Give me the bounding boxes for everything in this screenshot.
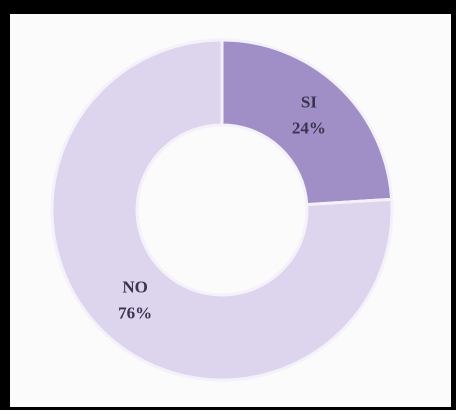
- slice-value: 24%: [292, 118, 326, 137]
- slice-name: NO: [122, 277, 148, 296]
- slice-name: SI: [301, 92, 317, 111]
- slice: [220, 38, 394, 207]
- slice-value: 76%: [118, 303, 152, 322]
- slice: [50, 38, 394, 382]
